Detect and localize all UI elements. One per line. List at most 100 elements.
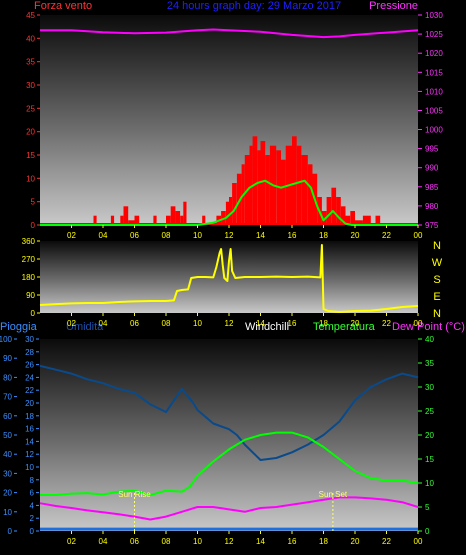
- temperature-tick: 35: [425, 359, 434, 368]
- wind-gust-bar: [375, 215, 381, 225]
- wind-gust-bar: [301, 155, 308, 225]
- pressure-tick: 1015: [425, 68, 443, 77]
- sun-marker-label: Sun Rise: [118, 490, 151, 499]
- x-tick-label: 12: [225, 537, 234, 546]
- x-tick-label: 06: [130, 231, 139, 240]
- temperature-line: [40, 431, 419, 496]
- x-tick-label: 00: [414, 231, 423, 240]
- wind-axis-label: Forza vento: [34, 0, 92, 12]
- wind-gust-bar: [110, 215, 115, 225]
- humidity-line: [39, 364, 419, 461]
- compass-label: E: [433, 291, 440, 303]
- wind-gust-bar: [362, 215, 371, 225]
- wind-gust-bar: [257, 150, 261, 225]
- wind-gust-bar: [249, 145, 253, 225]
- x-tick-label: 06: [130, 537, 139, 546]
- humidity-tick: 0: [8, 527, 13, 536]
- x-tick-label: 10: [193, 537, 202, 546]
- rain-tick: 0: [30, 527, 35, 536]
- wind-gust-bar: [340, 206, 346, 225]
- temperature-panel-area: [40, 339, 418, 531]
- humidity-tick: 90: [3, 354, 12, 363]
- x-tick-label: 20: [351, 537, 360, 546]
- pressure-tick: 1030: [425, 11, 443, 20]
- wind-gust-bar: [345, 215, 351, 225]
- wind-gust-bar: [180, 215, 184, 225]
- legend-windchill: Windchill: [245, 321, 289, 333]
- rain-tick: 24: [25, 373, 34, 382]
- wind-tick: 5: [31, 198, 36, 207]
- temperature-tick: 40: [425, 335, 434, 344]
- wind-gust-bar: [281, 159, 286, 225]
- pressure-line: [40, 28, 419, 39]
- direction-tick: 90: [26, 291, 35, 300]
- dew-point-line: [39, 496, 419, 521]
- pressure-tick: 1020: [425, 49, 443, 58]
- wind-gust-bar: [232, 183, 237, 225]
- direction-tick: 360: [22, 237, 36, 246]
- wind-gust-bar: [321, 211, 327, 225]
- temperature-tick: 30: [425, 383, 434, 392]
- compass-label: W: [432, 257, 443, 269]
- wind-gust-bar: [292, 136, 297, 225]
- wind-avg-line: [40, 179, 418, 226]
- wind-gust-bar: [123, 206, 129, 225]
- chart-marks: 0510152025303540459759809859909951000100…: [0, 11, 443, 546]
- humidity-tick: 40: [3, 450, 12, 459]
- wind-tick: 45: [26, 11, 35, 20]
- x-tick-label: 14: [256, 537, 265, 546]
- x-tick-label: 14: [256, 231, 265, 240]
- wind-tick: 10: [26, 174, 35, 183]
- x-tick-label: 04: [99, 231, 108, 240]
- direction-tick: 270: [22, 255, 36, 264]
- x-tick-label: 22: [382, 319, 391, 328]
- x-tick-label: 02: [67, 537, 76, 546]
- pressure-tick: 995: [425, 145, 439, 154]
- humidity-tick: 60: [3, 412, 12, 421]
- rain-tick: 30: [25, 335, 34, 344]
- pressure-tick: 975: [425, 221, 439, 230]
- humidity-tick: 50: [3, 431, 12, 440]
- rain-tick: 10: [25, 463, 34, 472]
- wind-tick: 0: [31, 221, 36, 230]
- compass-label: S: [433, 274, 440, 286]
- legend-dew-point: Dew Point (°C): [392, 321, 465, 333]
- legend-temperatura: Temperatura: [313, 321, 376, 333]
- humidity-tick: 30: [3, 469, 12, 478]
- pressure-axis-label: Pressione: [369, 0, 418, 12]
- wind-tick: 25: [26, 104, 35, 113]
- rain-tick: 4: [30, 501, 35, 510]
- pressure-tick: 980: [425, 202, 439, 211]
- rain-axis-label: Pioggia: [0, 321, 38, 333]
- x-tick-label: 18: [319, 231, 328, 240]
- wind-gust-bar: [307, 164, 313, 225]
- wind-gust-bar: [175, 211, 181, 225]
- temperature-tick: 0: [425, 527, 430, 536]
- wind-gust-bar: [120, 215, 124, 225]
- wind-tick: 15: [26, 151, 35, 160]
- wind-gust-bar: [350, 211, 355, 225]
- x-tick-label: 12: [225, 319, 234, 328]
- humidity-tick: 80: [3, 373, 12, 382]
- wind-direction-line: [39, 244, 419, 313]
- x-tick-label: 02: [67, 319, 76, 328]
- pressure-tick: 1000: [425, 126, 443, 135]
- wind-gust-bar: [183, 201, 187, 225]
- x-tick-label: 20: [351, 319, 360, 328]
- temperature-tick: 25: [425, 407, 434, 416]
- humidity-axis-label: Umidita: [66, 321, 104, 333]
- wind-gust-bar: [153, 215, 157, 225]
- rain-tick: 26: [25, 361, 34, 370]
- x-tick-label: 00: [414, 319, 423, 328]
- wind-tick: 20: [26, 128, 35, 137]
- wind-tick: 40: [26, 34, 35, 43]
- x-tick-label: 12: [225, 231, 234, 240]
- x-tick-label: 04: [99, 537, 108, 546]
- wind-gust-bar: [265, 155, 270, 225]
- pressure-tick: 1005: [425, 107, 443, 116]
- x-tick-label: 22: [382, 231, 391, 240]
- pressure-tick: 985: [425, 183, 439, 192]
- x-tick-label: 18: [319, 319, 328, 328]
- wind-gust-bar: [331, 187, 337, 225]
- x-tick-label: 16: [288, 319, 297, 328]
